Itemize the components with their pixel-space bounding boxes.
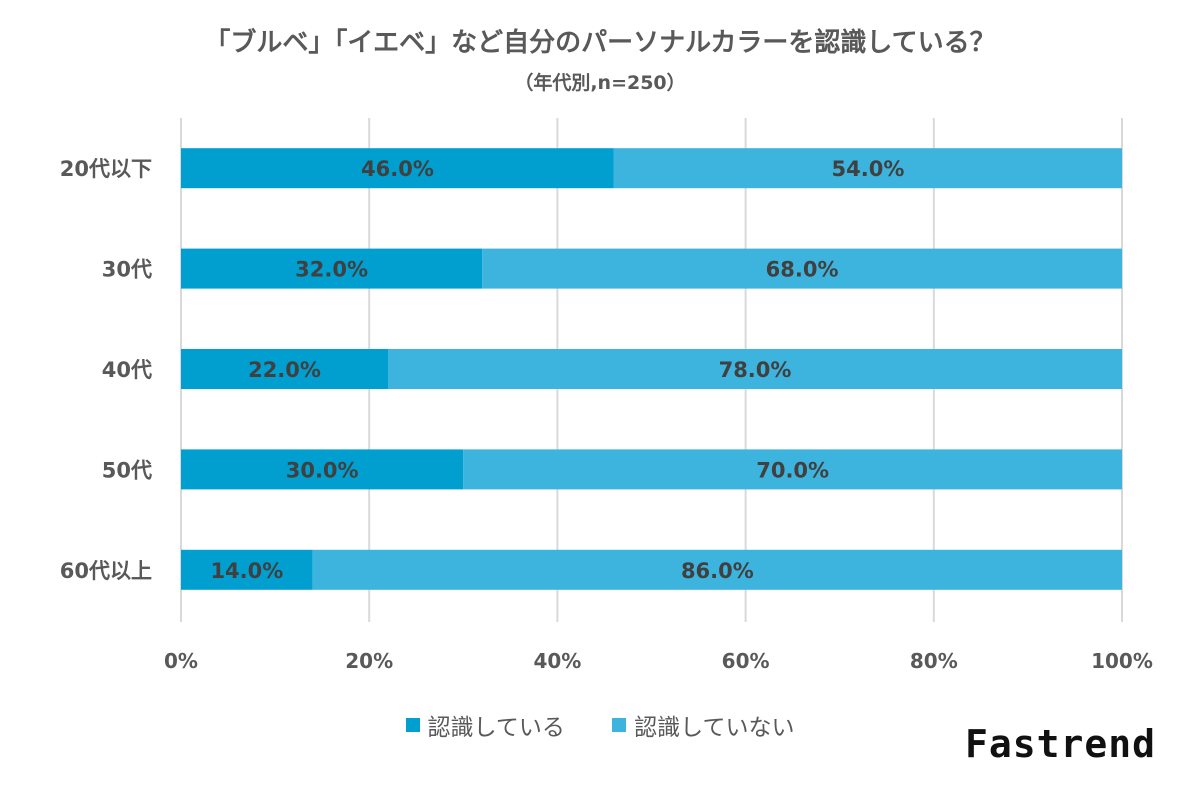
data-label: 46.0% bbox=[361, 157, 434, 181]
x-tick-label: 20% bbox=[345, 649, 393, 673]
legend-swatch-recognized bbox=[405, 718, 420, 732]
category-label: 60代以上 bbox=[60, 559, 152, 583]
data-label: 86.0% bbox=[681, 559, 754, 583]
x-tick-label: 80% bbox=[910, 649, 958, 673]
x-tick-label: 0% bbox=[164, 649, 198, 673]
data-label: 14.0% bbox=[210, 559, 283, 583]
legend-item-recognized: 認識している bbox=[405, 708, 565, 742]
data-label: 32.0% bbox=[295, 258, 368, 282]
bar-not-recognized bbox=[312, 549, 1122, 590]
x-tick-label: 40% bbox=[533, 649, 581, 673]
chart-subtitle: （年代別,n=250） bbox=[514, 72, 686, 94]
data-label: 68.0% bbox=[766, 258, 839, 282]
data-label: 78.0% bbox=[719, 358, 792, 382]
bar-not-recognized bbox=[388, 349, 1122, 389]
bar-recognized bbox=[181, 449, 464, 490]
legend-item-not-recognized: 認識していない bbox=[612, 708, 794, 742]
category-label: 20代以下 bbox=[60, 157, 152, 181]
data-label: 22.0% bbox=[248, 358, 321, 382]
legend: 認識している 認識していない bbox=[0, 708, 1200, 742]
category-label: 50代 bbox=[102, 458, 152, 482]
bar-recognized bbox=[181, 148, 614, 189]
legend-label-not-recognized: 認識していない bbox=[634, 715, 795, 741]
data-label: 54.0% bbox=[832, 157, 905, 181]
bar-recognized bbox=[181, 248, 483, 289]
category-label: 30代 bbox=[102, 258, 152, 282]
bar-recognized bbox=[181, 549, 313, 590]
category-label: 40代 bbox=[102, 358, 152, 382]
bar-not-recognized bbox=[463, 449, 1122, 490]
chart-title: 「ブルベ」「イエベ」など自分のパーソナルカラーを認識している？ bbox=[204, 28, 996, 58]
brand-logo: Fastrend bbox=[964, 722, 1156, 766]
x-tick-label: 60% bbox=[722, 649, 770, 673]
x-tick-label: 100% bbox=[1091, 649, 1153, 673]
bar-recognized bbox=[181, 349, 389, 389]
legend-swatch-not-recognized bbox=[612, 718, 627, 732]
bar-not-recognized bbox=[482, 248, 1122, 289]
legend-label-recognized: 認識している bbox=[427, 715, 565, 741]
data-label: 30.0% bbox=[286, 458, 359, 482]
bar-not-recognized bbox=[613, 148, 1122, 189]
data-label: 70.0% bbox=[756, 458, 829, 482]
